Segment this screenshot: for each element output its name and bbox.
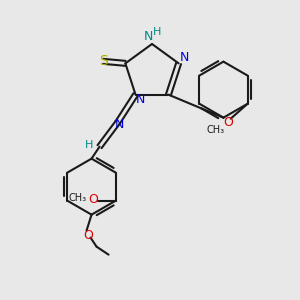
Text: CH₃: CH₃ (207, 125, 225, 135)
Text: CH₃: CH₃ (69, 193, 87, 203)
Text: N: N (136, 93, 145, 106)
Text: S: S (99, 54, 108, 68)
Text: O: O (84, 229, 94, 242)
Text: O: O (88, 193, 98, 206)
Text: N: N (143, 29, 153, 43)
Text: H: H (153, 27, 161, 37)
Text: N: N (180, 51, 189, 64)
Text: H: H (85, 140, 94, 150)
Text: N: N (115, 118, 124, 131)
Text: O: O (223, 116, 232, 129)
